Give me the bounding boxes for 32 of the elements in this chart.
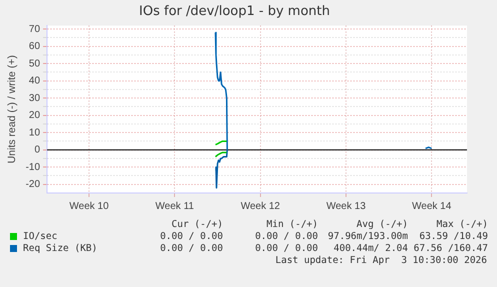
x-tick-label: Week 11 — [155, 200, 194, 212]
x-tick-label: Week 10 — [69, 200, 110, 212]
text: 0.00 / 0.00 — [159, 242, 223, 254]
text: 67.56 /160.47 — [412, 242, 488, 254]
x-tick-label: Week 13 — [326, 200, 366, 212]
y-tick-label: 70 — [28, 24, 40, 35]
y-tick-label: 20 — [28, 110, 40, 122]
y-axis-title: Units read (-) / write (+) — [6, 55, 18, 164]
text: 97.96m/193.00m — [326, 230, 408, 242]
x-tick-label: Week 12 — [240, 200, 280, 212]
y-tick-label: 30 — [28, 92, 40, 104]
legend-label: Req Size (KB) — [23, 242, 98, 254]
x-tick-label: Week 14 — [412, 200, 452, 212]
text: Last update: Fri Apr 3 10:30:00 2026 — [274, 254, 487, 266]
y-tick-label: 60 — [28, 41, 40, 52]
text: Cur (-/+) — [170, 218, 223, 230]
y-tick-label: -20 — [26, 179, 40, 190]
y-tick-label: 0 — [34, 144, 40, 156]
y-tick-label: 10 — [28, 127, 40, 138]
y-tick-label: 40 — [28, 76, 40, 87]
text: Avg (-/+) — [356, 218, 408, 230]
text: 0.00 / 0.00 — [254, 242, 318, 254]
y-tick-label: -10 — [26, 162, 40, 173]
chart-title: IOs for /dev/loop1 - by month — [139, 4, 330, 20]
text: 400.44m/ 2.04 — [332, 242, 408, 254]
text: 63.59 /10.49 — [418, 230, 488, 242]
legend-label: IO/sec — [23, 230, 58, 242]
text: 0.00 / 0.00 — [254, 230, 318, 242]
text: Min (-/+) — [266, 218, 318, 230]
y-tick-label: 50 — [28, 58, 40, 70]
text: Max (-/+) — [436, 218, 488, 230]
text: 0.00 / 0.00 — [159, 230, 223, 242]
